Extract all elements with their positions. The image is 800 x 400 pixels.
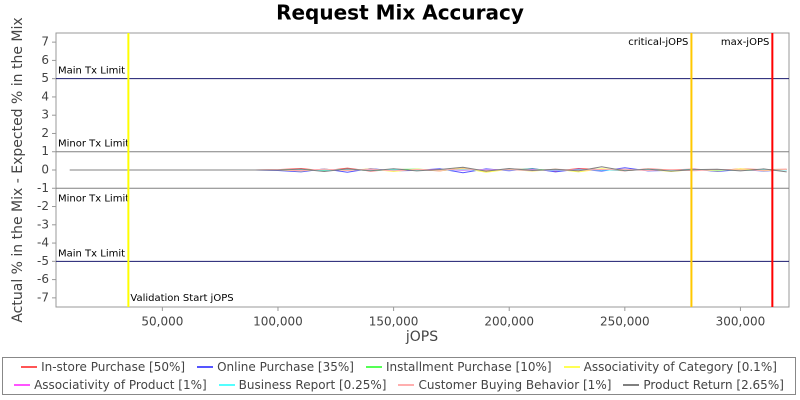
limit-label: Main Tx Limit xyxy=(58,248,125,259)
legend-item: Online Purchase [35%] xyxy=(197,360,354,374)
legend-label: Business Report [0.25%] xyxy=(238,378,387,392)
legend-item: In-store Purchase [50%] xyxy=(21,360,185,374)
x-tick-label: 50,000 xyxy=(141,315,183,329)
y-tick-label: -4 xyxy=(37,236,49,250)
y-tick-label: 2 xyxy=(41,126,49,140)
y-tick-label: 4 xyxy=(41,89,49,103)
legend-label: Customer Buying Behavior [1%] xyxy=(418,378,612,392)
legend-label: Product Return [2.65%] xyxy=(643,378,784,392)
legend-label: Online Purchase [35%] xyxy=(217,360,354,374)
x-tick-label: 250,000 xyxy=(600,315,650,329)
chart-title: Request Mix Accuracy xyxy=(276,1,524,25)
marker-label: max-jOPS xyxy=(721,37,769,48)
legend-swatch xyxy=(218,384,235,386)
y-tick-label: 5 xyxy=(41,71,49,85)
series-line xyxy=(69,166,787,173)
y-tick-label: -1 xyxy=(37,181,49,195)
marker-label: Validation Start jOPS xyxy=(130,293,233,304)
legend-label: Associativity of Product [1%] xyxy=(34,378,207,392)
legend-swatch xyxy=(398,384,415,386)
y-tick-label: -2 xyxy=(37,199,49,213)
y-tick-label: -7 xyxy=(37,290,49,304)
legend-swatch xyxy=(563,366,580,368)
y-tick-label: -5 xyxy=(37,254,49,268)
x-tick-label: 100,000 xyxy=(253,315,303,329)
x-tick-label: 300,000 xyxy=(716,315,766,329)
legend-swatch xyxy=(21,366,38,368)
legend: In-store Purchase [50%] Online Purchase [… xyxy=(2,357,796,395)
legend-swatch xyxy=(623,384,640,386)
chart: Request Mix Accuracy jOPS Actual % in th… xyxy=(10,1,790,345)
y-tick-label: 7 xyxy=(41,35,49,49)
legend-item: Product Return [2.65%] xyxy=(623,378,784,392)
legend-item: Installment Purchase [10%] xyxy=(365,360,552,374)
legend-swatch xyxy=(14,384,31,386)
legend-row: In-store Purchase [50%] Online Purchase [… xyxy=(3,358,795,376)
legend-item: Business Report [0.25%] xyxy=(218,378,387,392)
x-tick-label: 200,000 xyxy=(484,315,534,329)
x-tick-label: 150,000 xyxy=(369,315,419,329)
y-axis-label: Actual % in the Mix - Expected % in the … xyxy=(10,17,26,322)
y-tick-label: -6 xyxy=(37,272,49,286)
marker-label: critical-jOPS xyxy=(628,37,688,48)
legend-label: Associativity of Category [0.1%] xyxy=(583,360,777,374)
legend-label: In-store Purchase [50%] xyxy=(41,360,186,374)
legend-swatch xyxy=(197,366,214,368)
y-tick-label: 6 xyxy=(41,53,49,67)
legend-item: Associativity of Category [0.1%] xyxy=(563,360,777,374)
x-axis-label: jOPS xyxy=(405,329,438,345)
limit-label: Minor Tx Limit xyxy=(58,139,129,150)
legend-swatch xyxy=(365,366,382,368)
legend-item: Associativity of Product [1%] xyxy=(14,378,207,392)
y-tick-label: 1 xyxy=(41,144,49,158)
legend-label: Installment Purchase [10%] xyxy=(385,360,552,374)
limit-label: Main Tx Limit xyxy=(58,66,125,77)
legend-item: Customer Buying Behavior [1%] xyxy=(398,378,611,392)
y-tick-label: 3 xyxy=(41,108,49,122)
limit-label: Minor Tx Limit xyxy=(58,193,129,204)
y-tick-label: -3 xyxy=(37,217,49,231)
y-tick-label: 0 xyxy=(41,163,49,177)
legend-row: Associativity of Product [1%] Business Re… xyxy=(3,376,795,394)
